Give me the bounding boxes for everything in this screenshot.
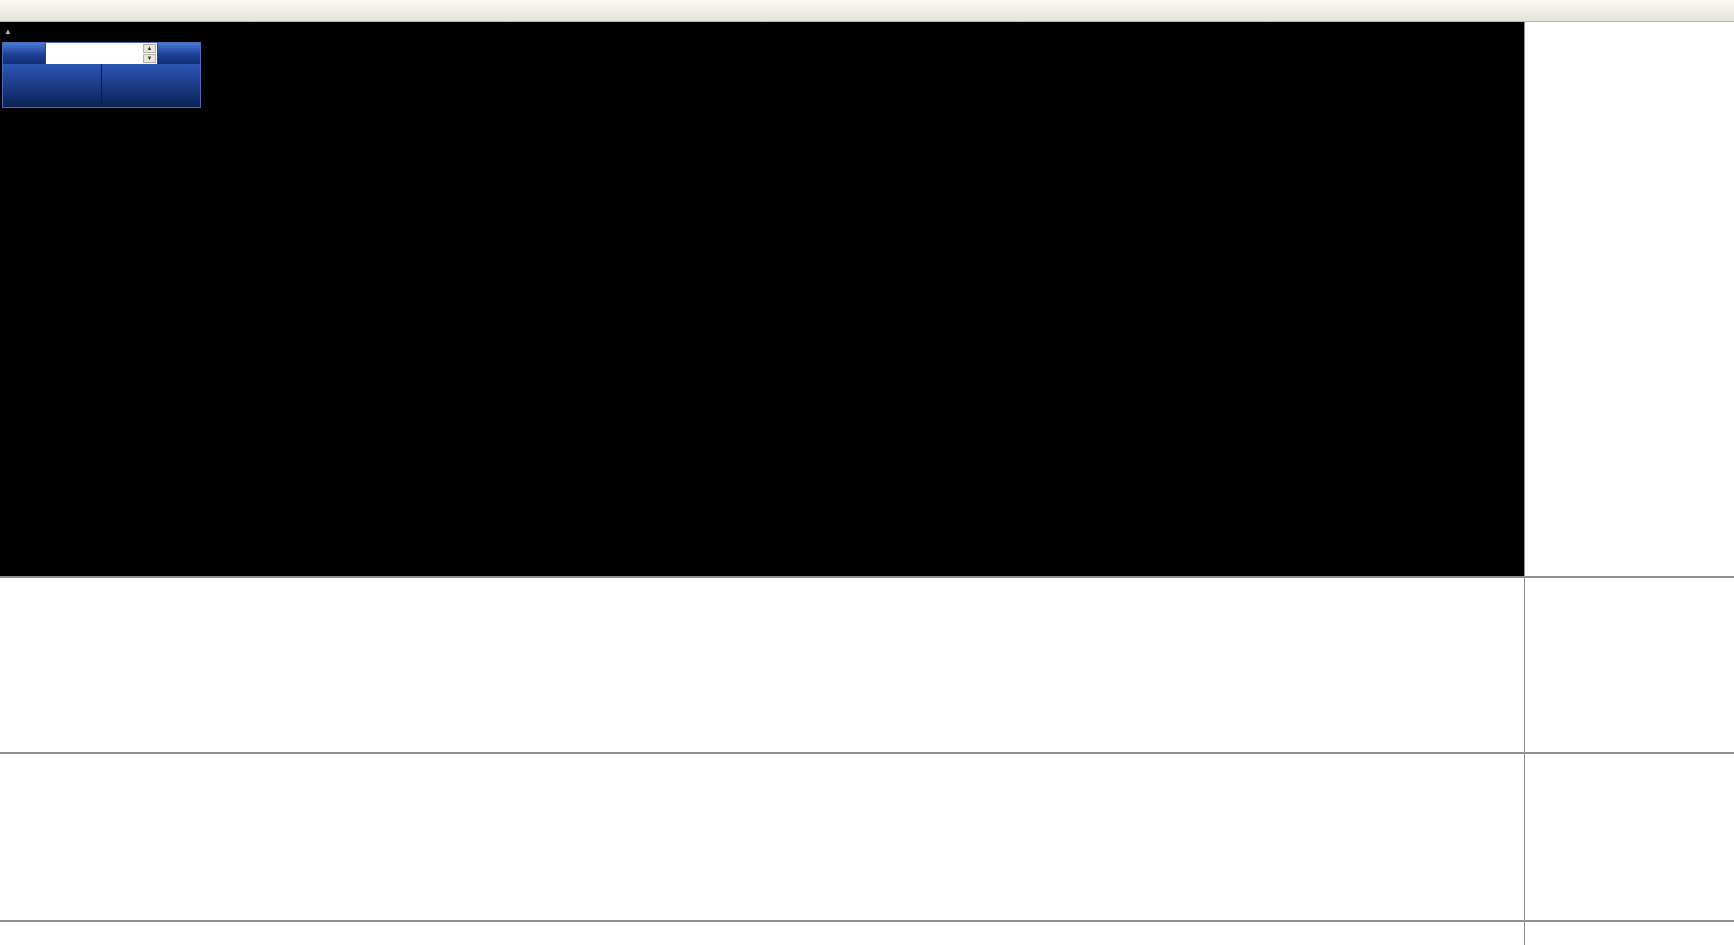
rsi-label [6, 757, 12, 769]
candlestick-chart[interactable] [0, 22, 1524, 576]
buy-price[interactable] [102, 64, 200, 107]
sell-button[interactable] [3, 43, 45, 64]
price-scale[interactable] [1524, 22, 1734, 945]
rsi-panel[interactable] [0, 754, 1524, 920]
date-axis[interactable] [0, 922, 1524, 945]
panel-separator[interactable] [0, 752, 1734, 754]
volume-input[interactable] [46, 43, 157, 64]
macd-label [6, 581, 17, 593]
panel-separator[interactable] [0, 576, 1734, 578]
buy-button[interactable] [158, 43, 200, 64]
price-chart-panel[interactable]: ▲ ▲ ▼ [0, 22, 1524, 587]
toolbar [0, 0, 1734, 22]
volume-down-button[interactable]: ▼ [143, 54, 156, 63]
panel-separator[interactable] [0, 920, 1734, 922]
one-click-toggle-icon[interactable]: ▲ [4, 27, 12, 36]
volume-up-button[interactable]: ▲ [143, 44, 156, 53]
sell-price[interactable] [3, 64, 101, 107]
one-click-trade-panel: ▲ ▼ [2, 42, 201, 108]
volume-box: ▲ ▼ [45, 43, 158, 64]
macd-panel[interactable] [0, 578, 1524, 752]
